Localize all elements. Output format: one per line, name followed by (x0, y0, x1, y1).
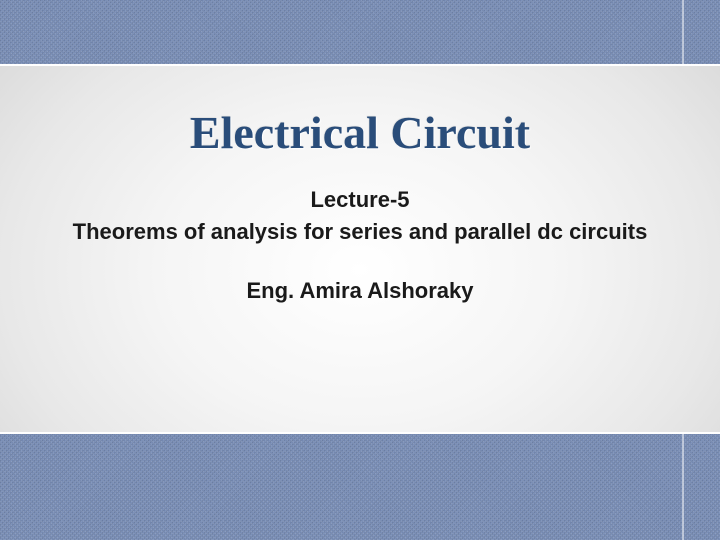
author-name: Eng. Amira Alshoraky (60, 276, 660, 306)
top-decorative-bar (0, 0, 720, 66)
lecture-topic: Theorems of analysis for series and para… (60, 217, 660, 247)
bottom-decorative-bar (0, 432, 720, 540)
slide-title: Electrical Circuit (190, 106, 530, 159)
lecture-number: Lecture-5 (60, 185, 660, 215)
subtitle-block: Lecture-5 Theorems of analysis for serie… (60, 185, 660, 306)
slide-content: Electrical Circuit Lecture-5 Theorems of… (0, 66, 720, 430)
